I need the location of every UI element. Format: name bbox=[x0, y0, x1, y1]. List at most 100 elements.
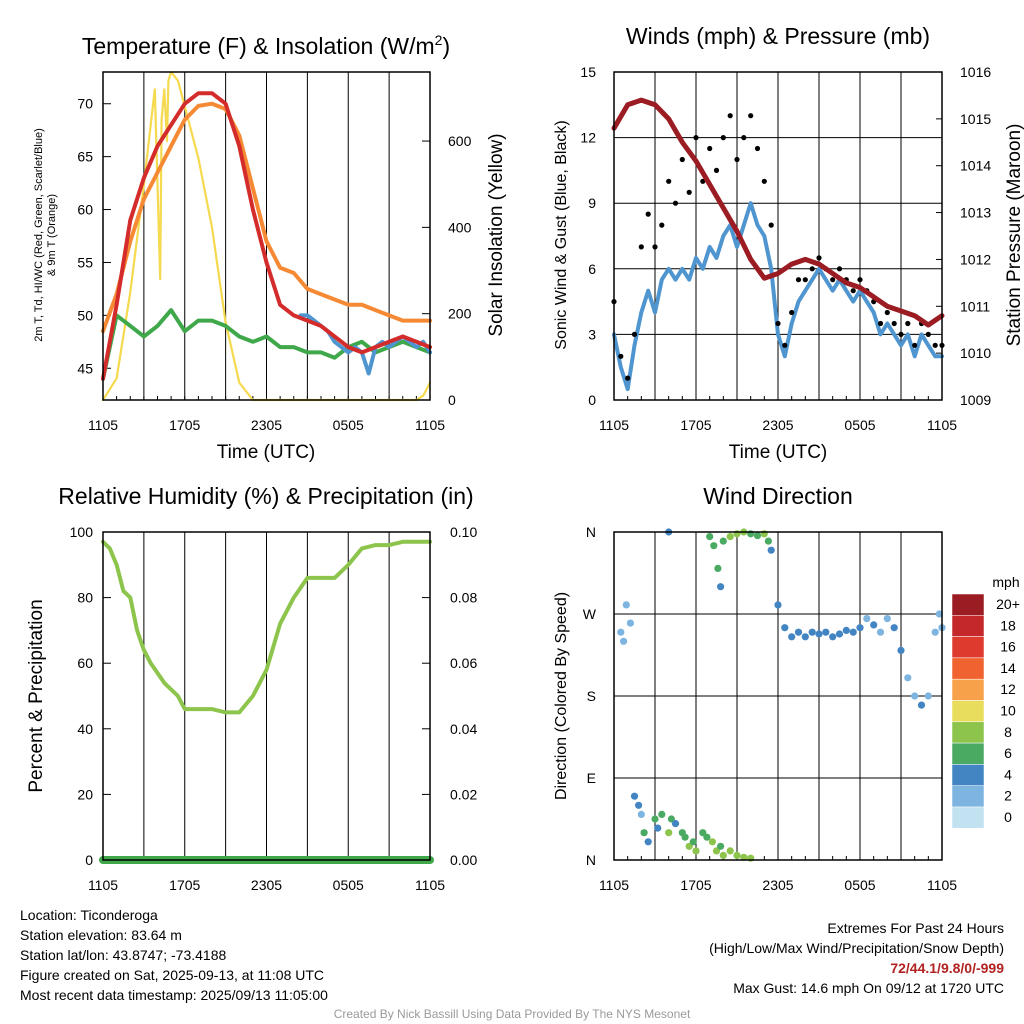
direction-point bbox=[781, 624, 789, 632]
extremes-heading: Extremes For Past 24 Hours bbox=[827, 920, 1004, 936]
direction-point bbox=[876, 628, 885, 636]
winds-frame bbox=[613, 71, 943, 401]
humidity-y2-tick-label: 0.06 bbox=[450, 655, 477, 671]
temperature-x-label: Time (UTC) bbox=[217, 442, 316, 463]
winds-gust-point bbox=[898, 331, 904, 337]
direction-point bbox=[822, 628, 830, 636]
winds-gust-point bbox=[672, 200, 679, 206]
direction-point bbox=[829, 633, 837, 641]
direction-point bbox=[719, 537, 727, 545]
direction-point bbox=[717, 583, 725, 591]
winds-gust-point bbox=[789, 309, 795, 316]
legend-swatch bbox=[951, 785, 985, 808]
direction-point bbox=[719, 851, 727, 860]
humidity-plot-area: 1105 1705 2305 0505 1105 0 20 40 60 80 100 0.00 0.02… bbox=[70, 524, 478, 893]
legend-swatch bbox=[951, 721, 985, 744]
winds-series-maroon bbox=[611, 97, 945, 328]
extremes-values: 72/44.1/9.8/0/-999 bbox=[890, 960, 1004, 976]
winds-gust-point bbox=[761, 178, 767, 184]
direction-point bbox=[788, 633, 796, 641]
winds-gust-point bbox=[768, 222, 774, 228]
direction-point bbox=[692, 847, 700, 855]
humidity-y-tick-label: 100 bbox=[70, 524, 94, 540]
humidity-y-tick-label: 40 bbox=[77, 721, 93, 737]
winds-gust-point bbox=[693, 135, 699, 141]
direction-point bbox=[733, 851, 741, 860]
temperature-y2-tick-label: 400 bbox=[448, 219, 472, 235]
temperature-y-tick-label: 65 bbox=[77, 149, 93, 165]
direction-point bbox=[712, 847, 721, 855]
temperature-series-red bbox=[101, 91, 432, 381]
direction-point bbox=[689, 838, 697, 846]
winds-y-tick-label: 9 bbox=[588, 195, 596, 211]
temperature-x-tick-label: 1105 bbox=[415, 417, 445, 433]
legend-label: 6 bbox=[1004, 745, 1012, 761]
direction-x-tick-label: 0505 bbox=[844, 877, 875, 893]
humidity-title: Relative Humidity (%) & Precipitation (i… bbox=[58, 483, 473, 509]
temperature-y2-label: Solar Insolation (Yellow) bbox=[486, 133, 507, 336]
winds-gust-point bbox=[741, 135, 747, 141]
direction-point bbox=[726, 533, 734, 541]
winds-gust-point bbox=[932, 342, 938, 348]
winds-x-label: Time (UTC) bbox=[729, 442, 828, 463]
direction-point bbox=[863, 615, 871, 623]
legend-swatch bbox=[951, 636, 985, 659]
legend-swatch bbox=[951, 615, 985, 637]
direction-point bbox=[935, 610, 943, 618]
direction-point bbox=[658, 810, 666, 819]
direction-x-tick-label: 2305 bbox=[762, 877, 793, 893]
winds-gust-point bbox=[734, 156, 740, 163]
direction-point bbox=[637, 810, 645, 819]
temperature-title: Temperature (F) & Insolation (W/m2) bbox=[82, 32, 450, 59]
winds-y2-tick-label: 1012 bbox=[960, 251, 991, 267]
winds-x-tick-label: 2305 bbox=[762, 417, 793, 433]
direction-point bbox=[917, 701, 926, 709]
humidity-x-tick-label: 1105 bbox=[88, 877, 118, 893]
station-info: Location: Ticonderoga Station elevation:… bbox=[20, 905, 328, 1005]
direction-point bbox=[815, 630, 823, 638]
direction-point bbox=[794, 628, 803, 636]
winds-y-tick-label: 12 bbox=[580, 130, 596, 146]
direction-point bbox=[640, 829, 648, 837]
winds-gust-point bbox=[700, 178, 706, 184]
legend-swatch bbox=[951, 657, 985, 680]
winds-x-tick-label: 0505 bbox=[844, 417, 875, 433]
direction-y-tick-label: E bbox=[587, 770, 596, 786]
elevation-text: Station elevation: 83.64 m bbox=[20, 927, 182, 943]
extremes-info: Extremes For Past 24 Hours (High/Low/Max… bbox=[709, 918, 1004, 998]
winds-gust-point bbox=[686, 189, 692, 195]
direction-point bbox=[835, 630, 844, 638]
temperature-y2-tick-label: 600 bbox=[448, 133, 472, 149]
temperature-y-tick-label: 60 bbox=[77, 202, 93, 218]
winds-y2-tick-label: 1010 bbox=[960, 345, 991, 361]
humidity-y2-tick-label: 0.02 bbox=[450, 786, 477, 802]
extremes-subheading: (High/Low/Max Wind/Precipitation/Snow De… bbox=[709, 940, 1004, 956]
legend-label: 16 bbox=[1000, 639, 1016, 655]
legend-label: 2 bbox=[1004, 788, 1012, 804]
direction-point bbox=[630, 792, 639, 800]
humidity-x-tick-label: 1105 bbox=[415, 877, 445, 893]
temperature-y-label-2: & 9m T (Orange) bbox=[46, 194, 58, 276]
humidity-y-tick-label: 0 bbox=[85, 852, 93, 868]
direction-point bbox=[856, 624, 864, 632]
direction-point bbox=[753, 532, 762, 540]
humidity-x-tick-label: 0505 bbox=[333, 877, 364, 893]
direction-point bbox=[740, 853, 748, 861]
winds-gust-point bbox=[830, 277, 836, 283]
winds-x-tick-label: 1705 bbox=[680, 417, 711, 433]
direction-point bbox=[883, 615, 891, 623]
temperature-panel: Temperature (F) & Insolation (W/m2) 1105… bbox=[33, 32, 507, 463]
direction-point bbox=[931, 628, 939, 636]
direction-point bbox=[849, 628, 857, 636]
temperature-x-tick-label: 1705 bbox=[169, 417, 200, 433]
winds-y2-label: Station Pressure (Maroon) bbox=[1004, 124, 1024, 347]
temperature-y-tick-label: 70 bbox=[77, 96, 93, 112]
temperature-series-orange bbox=[101, 101, 432, 334]
direction-point bbox=[681, 833, 689, 841]
legend-label: 8 bbox=[1004, 724, 1012, 740]
temperature-y2-tick-label: 200 bbox=[448, 306, 472, 322]
winds-gust-point bbox=[802, 277, 808, 283]
temperature-y-tick-label: 45 bbox=[77, 360, 93, 376]
direction-point bbox=[626, 619, 635, 627]
